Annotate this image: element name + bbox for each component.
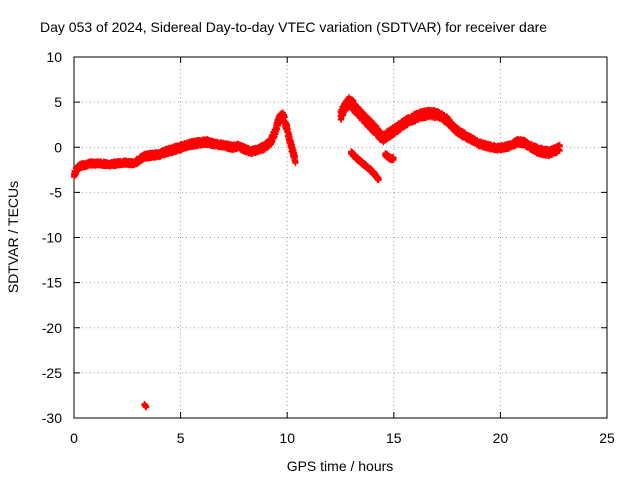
- axis-tick-labels: 0 5 10 15 20 25 -30 -25 -20 -15 -10 -5 0 5 10: [42, 49, 615, 446]
- chart-title: Day 053 of 2024, Sidereal Day-to-day VTE…: [40, 19, 547, 35]
- axis-ticks: [73, 56, 608, 419]
- y-tick-label: 0: [54, 139, 62, 155]
- y-tick-label: -15: [42, 275, 62, 291]
- y-tick-label: -25: [42, 365, 62, 381]
- data-points: [71, 94, 563, 411]
- x-tick-label: 10: [279, 430, 295, 446]
- y-tick-label: -30: [42, 410, 62, 426]
- x-tick-label: 5: [177, 430, 185, 446]
- x-tick-label: 20: [493, 430, 509, 446]
- y-tick-label: -20: [42, 320, 62, 336]
- x-tick-label: 25: [599, 430, 615, 446]
- x-tick-label: 15: [386, 430, 402, 446]
- series-main-trace: [71, 109, 299, 181]
- series-post-gap-upper: [337, 94, 563, 160]
- y-tick-label: 5: [54, 94, 62, 110]
- x-tick-label: 0: [70, 430, 78, 446]
- y-tick-label: -5: [50, 184, 63, 200]
- y-tick-label: -10: [42, 230, 62, 246]
- y-tick-label: 10: [46, 49, 62, 65]
